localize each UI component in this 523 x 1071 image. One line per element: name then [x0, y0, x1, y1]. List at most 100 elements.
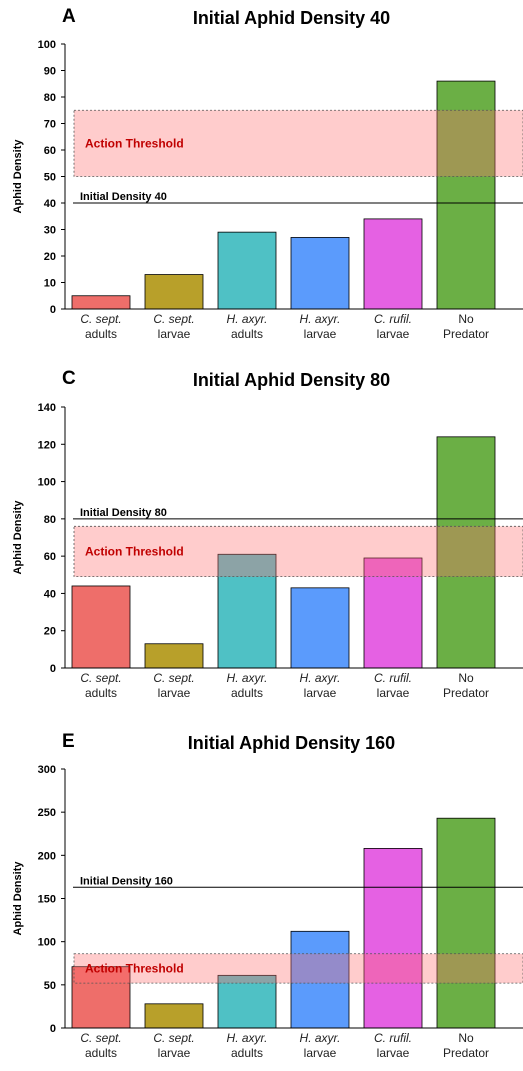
bar [436, 817, 496, 1029]
y-tick-label: 0 [50, 1023, 56, 1035]
x-tick-label: larvae [304, 327, 337, 341]
chart-panel-a: A Initial Aphid Density 40 Aphid Density… [0, 0, 523, 352]
x-tick-label: larvae [158, 1046, 191, 1060]
y-tick-label: 100 [38, 477, 56, 489]
bar [290, 237, 350, 310]
x-tick-label: adults [231, 686, 263, 700]
panel-label: C [62, 368, 76, 389]
bar-chart: Aphid Density Action Threshold Initial Den… [12, 764, 523, 1060]
y-axis-label: Aphid Density [12, 500, 24, 575]
bar [436, 436, 496, 669]
bar [290, 930, 350, 1029]
initial-density-label: Initial Density 40 [80, 191, 167, 203]
y-tick-label: 30 [44, 225, 56, 237]
bar [71, 295, 131, 310]
action-threshold-label: Action Threshold [85, 961, 184, 975]
bar [71, 585, 131, 669]
x-tick-label: adults [231, 1046, 263, 1060]
y-tick-label: 20 [44, 251, 56, 263]
y-tick-label: 140 [38, 402, 56, 414]
y-tick-label: 60 [44, 145, 56, 157]
y-tick-label: 80 [44, 92, 56, 104]
bar [144, 643, 204, 669]
y-tick-label: 50 [44, 172, 56, 184]
x-tick-label: H. axyr. [227, 312, 268, 326]
y-tick-label: 0 [50, 663, 56, 675]
y-tick-label: 40 [44, 198, 56, 210]
bar-chart: Aphid Density Action Threshold Initial Den… [12, 39, 523, 341]
x-tick-label: adults [85, 327, 117, 341]
y-tick-label: 200 [38, 850, 56, 862]
action-threshold-label: Action Threshold [85, 136, 184, 150]
x-tick-label: H. axyr. [300, 1031, 341, 1045]
bar [217, 231, 277, 310]
x-tick-label: adults [231, 327, 263, 341]
bar [436, 80, 496, 310]
y-tick-label: 300 [38, 764, 56, 776]
y-tick-label: 120 [38, 439, 56, 451]
bar [144, 274, 204, 310]
x-tick-label: adults [85, 1046, 117, 1060]
y-tick-label: 0 [50, 304, 56, 316]
y-axis-label: Aphid Density [12, 861, 24, 936]
x-tick-label: No [458, 1031, 474, 1045]
x-tick-label: C. rufil. [374, 671, 412, 685]
x-tick-label: C. sept. [80, 671, 121, 685]
y-tick-label: 40 [44, 588, 56, 600]
bar [363, 848, 423, 1029]
bar [290, 587, 350, 669]
x-tick-label: larvae [377, 686, 410, 700]
chart-title: Initial Aphid Density 80 [192, 370, 391, 390]
x-tick-label: larvae [377, 1046, 410, 1060]
x-tick-label: larvae [304, 1046, 337, 1060]
y-tick-label: 50 [44, 980, 56, 992]
x-tick-label: larvae [304, 686, 337, 700]
y-tick-label: 90 [44, 66, 56, 78]
y-tick-label: 100 [38, 39, 56, 51]
x-tick-label: H. axyr. [300, 671, 341, 685]
action-threshold-band [73, 953, 523, 984]
panel-label: E [62, 731, 75, 752]
x-tick-label: larvae [158, 686, 191, 700]
y-axis-label: Aphid Density [12, 139, 24, 214]
x-tick-label: C. sept. [80, 1031, 121, 1045]
x-tick-label: C. sept. [153, 671, 194, 685]
action-threshold-band [73, 525, 523, 578]
chart-panel-e: E Initial Aphid Density 160 Aphid Densit… [0, 725, 523, 1071]
initial-density-label: Initial Density 80 [80, 507, 167, 519]
bar [144, 1003, 204, 1029]
chart-title: Initial Aphid Density 160 [187, 733, 396, 753]
y-tick-label: 100 [38, 937, 56, 949]
x-tick-label: C. sept. [153, 1031, 194, 1045]
y-tick-label: 20 [44, 626, 56, 638]
y-tick-label: 60 [44, 551, 56, 563]
x-tick-label: C. rufil. [374, 1031, 412, 1045]
initial-density-label: Initial Density 160 [80, 875, 173, 887]
bar [363, 218, 423, 310]
x-tick-label: adults [85, 686, 117, 700]
x-tick-label: C. sept. [80, 312, 121, 326]
x-tick-label: C. sept. [153, 312, 194, 326]
x-tick-label: H. axyr. [300, 312, 341, 326]
x-tick-label: No [458, 671, 474, 685]
bar [217, 553, 277, 669]
panel-label: A [62, 6, 76, 27]
x-tick-label: No [458, 312, 474, 326]
y-tick-label: 250 [38, 807, 56, 819]
x-tick-label: C. rufil. [374, 312, 412, 326]
action-threshold-label: Action Threshold [85, 544, 184, 558]
bar [217, 974, 277, 1029]
bar-chart: Aphid Density Action Threshold Initial Den… [12, 402, 523, 700]
y-tick-label: 80 [44, 514, 56, 526]
x-tick-label: H. axyr. [227, 671, 268, 685]
x-tick-label: H. axyr. [227, 1031, 268, 1045]
action-threshold-band [73, 109, 523, 177]
y-tick-label: 10 [44, 278, 56, 290]
x-tick-label: Predator [443, 686, 489, 700]
x-tick-label: Predator [443, 1046, 489, 1060]
chart-title: Initial Aphid Density 40 [192, 8, 391, 28]
x-tick-label: larvae [377, 327, 410, 341]
x-tick-label: larvae [158, 327, 191, 341]
bar [71, 966, 131, 1029]
x-tick-label: Predator [443, 327, 489, 341]
